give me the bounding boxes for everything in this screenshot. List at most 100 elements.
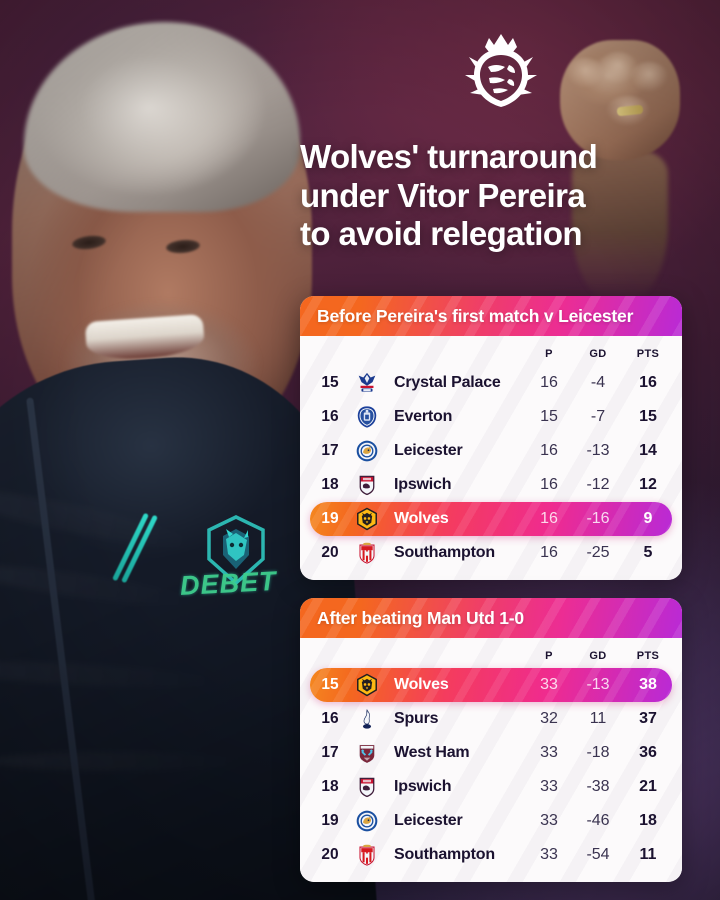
- photo-hair: [24, 22, 300, 212]
- table-row[interactable]: 17 Leicester 16 -13 14: [310, 434, 672, 468]
- row-points: 18: [639, 812, 657, 829]
- row-played: 33: [540, 744, 558, 761]
- table-row[interactable]: 18 Ipswich 16 -12 12: [310, 468, 672, 502]
- table-row-highlighted[interactable]: 15 Wolves 33 -13 38: [310, 668, 672, 702]
- row-position: 15: [321, 676, 339, 693]
- headline-line-2: under Vitor Pereira: [300, 176, 586, 214]
- photo-knuckle: [630, 62, 668, 92]
- photo-knuckle: [566, 58, 604, 88]
- column-header-p: P: [545, 650, 553, 662]
- row-position: 16: [321, 710, 339, 727]
- row-team-name: West Ham: [394, 744, 470, 761]
- row-played: 16: [540, 442, 558, 459]
- row-team-name: Ipswich: [394, 476, 452, 493]
- row-goal-difference: -38: [586, 778, 610, 795]
- row-position: 20: [321, 544, 339, 561]
- row-goal-difference: -12: [586, 476, 610, 493]
- row-played: 16: [540, 544, 558, 561]
- row-points: 16: [639, 374, 657, 391]
- headline-line-3: to avoid relegation: [300, 215, 583, 253]
- table-rows-after: 15 Wolves 33 -13 38 16 Spurs 32 11 37 17 West Ham 33…: [310, 668, 672, 872]
- row-points: 21: [639, 778, 657, 795]
- row-team-name: Ipswich: [394, 778, 452, 795]
- row-played: 15: [540, 408, 558, 425]
- table-row[interactable]: 17 West Ham 33 -18 36: [310, 736, 672, 770]
- table-header-bar-after: After beating Man Utd 1-0: [300, 598, 682, 638]
- row-played: 16: [540, 476, 558, 493]
- row-points: 37: [639, 710, 657, 727]
- table-title-after: After beating Man Utd 1-0: [317, 607, 524, 628]
- leicester-badge-icon: [350, 438, 384, 464]
- row-team-name: Leicester: [394, 812, 463, 829]
- ipswich-badge-icon: [350, 774, 384, 800]
- row-played: 16: [540, 374, 558, 391]
- row-position: 18: [321, 476, 339, 493]
- everton-badge-icon: [350, 404, 384, 430]
- row-goal-difference: -4: [590, 374, 606, 391]
- row-goal-difference: -13: [586, 676, 610, 693]
- row-goal-difference: -16: [586, 510, 610, 527]
- row-goal-difference: -46: [586, 812, 610, 829]
- row-points: 9: [643, 510, 653, 527]
- crystal-palace-badge-icon: [350, 370, 384, 396]
- table-row-highlighted[interactable]: 19 Wolves 16 -16 9: [310, 502, 672, 536]
- southampton-badge-icon: [350, 842, 384, 868]
- row-points: 36: [639, 744, 657, 761]
- row-played: 32: [540, 710, 558, 727]
- table-rows-before: 15 Crystal Palace 16 -4 16 16 Everton 15 -7 15 17 L…: [310, 366, 672, 570]
- row-position: 17: [321, 442, 339, 459]
- row-team-name: Crystal Palace: [394, 374, 501, 391]
- row-played: 33: [540, 812, 558, 829]
- column-header-pts: PTS: [636, 348, 660, 360]
- table-row[interactable]: 20 Southampton 33 -54 11: [310, 838, 672, 872]
- table-card-after: After beating Man Utd 1-0 P GD PTS 15 Wol…: [300, 598, 682, 882]
- row-team-name: Southampton: [394, 544, 495, 561]
- row-goal-difference: -25: [586, 544, 610, 561]
- table-row[interactable]: 18 Ipswich 33 -38 21: [310, 770, 672, 804]
- table-body-after: P GD PTS 15 Wolves 33 -13 38 16 Spurs 32 11 37 17 W…: [300, 638, 682, 882]
- row-team-name: Southampton: [394, 846, 495, 863]
- column-header-pts: PTS: [636, 650, 660, 662]
- column-header-p: P: [545, 348, 553, 360]
- table-row[interactable]: 16 Everton 15 -7 15: [310, 400, 672, 434]
- spurs-badge-icon: [350, 706, 384, 732]
- row-played: 16: [540, 510, 558, 527]
- table-body-before: P GD PTS 15 Crystal Palace 16 -4 16 16 Everton…: [300, 336, 682, 580]
- row-team-name: Spurs: [394, 710, 439, 727]
- column-header-gd: GD: [589, 348, 607, 360]
- row-position: 16: [321, 408, 339, 425]
- row-points: 5: [643, 544, 653, 561]
- table-row[interactable]: 15 Crystal Palace 16 -4 16: [310, 366, 672, 400]
- photo-arm: [572, 150, 668, 300]
- row-points: 14: [639, 442, 657, 459]
- row-position: 17: [321, 744, 339, 761]
- row-played: 33: [540, 676, 558, 693]
- premier-league-logo-icon: [455, 25, 547, 117]
- row-goal-difference: 11: [589, 710, 607, 727]
- table-title-before: Before Pereira's first match v Leicester: [317, 305, 634, 326]
- table-card-before: Before Pereira's first match v Leicester…: [300, 296, 682, 580]
- ipswich-badge-icon: [350, 472, 384, 498]
- table-row[interactable]: 20 Southampton 16 -25 5: [310, 536, 672, 570]
- table-row[interactable]: 16 Spurs 32 11 37: [310, 702, 672, 736]
- wolves-badge-icon: [350, 672, 384, 698]
- row-position: 19: [321, 812, 339, 829]
- row-team-name: Everton: [394, 408, 453, 425]
- row-goal-difference: -7: [590, 408, 606, 425]
- west-ham-badge-icon: [350, 740, 384, 766]
- row-points: 11: [639, 846, 657, 863]
- row-played: 33: [540, 846, 558, 863]
- row-team-name: Wolves: [394, 676, 449, 693]
- page-title: Wolves' turnaround under Vitor Pereira t…: [300, 138, 700, 254]
- headline-line-1: Wolves' turnaround: [300, 138, 598, 175]
- row-points: 12: [639, 476, 657, 493]
- table-row[interactable]: 19 Leicester 33 -46 18: [310, 804, 672, 838]
- wolves-badge-icon: [350, 506, 384, 532]
- row-points: 38: [639, 676, 657, 693]
- row-played: 33: [540, 778, 558, 795]
- row-position: 15: [321, 374, 339, 391]
- row-goal-difference: -13: [586, 442, 610, 459]
- row-goal-difference: -54: [586, 846, 610, 863]
- column-header-gd: GD: [589, 650, 607, 662]
